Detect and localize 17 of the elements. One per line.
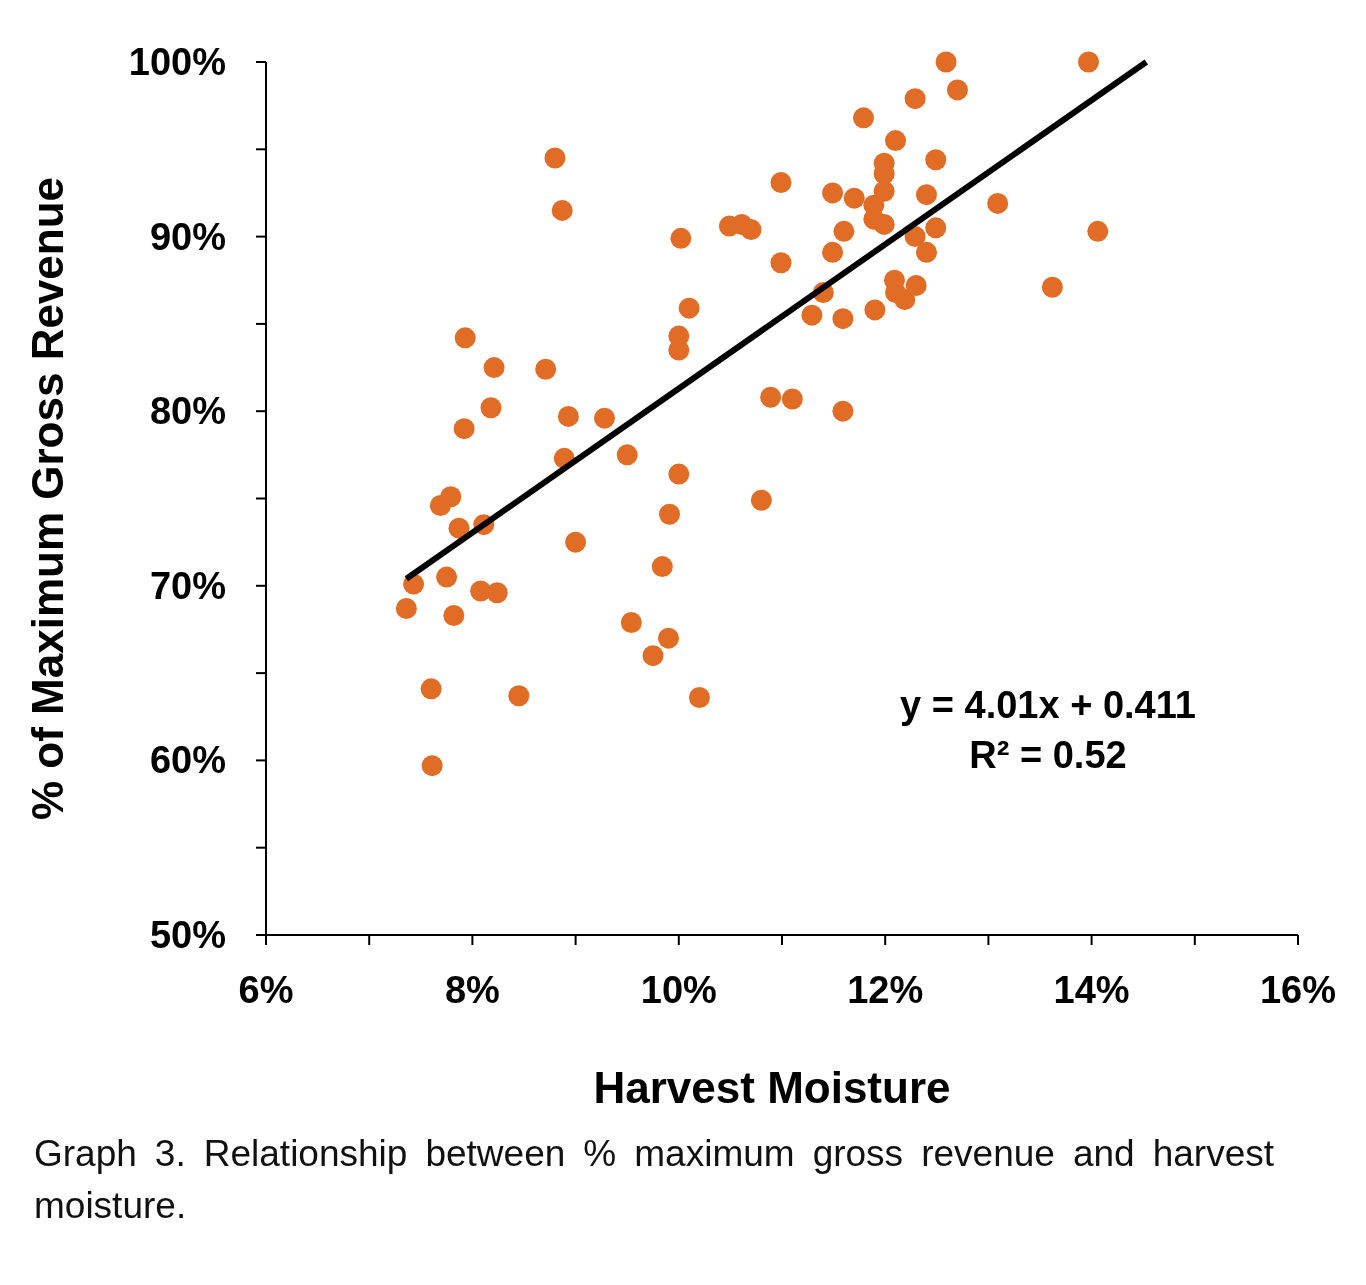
x-tick-label: 14% [1053, 969, 1130, 1011]
annotation: R² = 0.52 [969, 734, 1127, 776]
x-tick-label: 6% [238, 969, 294, 1011]
caption: Graph 3. Relationship between % maximum gross revenue and harvest moisture. [34, 1132, 1274, 1228]
x-tick-label: 10% [640, 969, 717, 1011]
y-tick-label: 90% [149, 215, 226, 258]
x-tick-label: 16% [1259, 969, 1337, 1011]
annotation: y = 4.01x + 0.411 [900, 684, 1196, 726]
x-axis-title: Harvest Moisture [593, 1063, 951, 1112]
x-tick-label: 12% [847, 969, 924, 1011]
y-tick-label: 100% [128, 41, 226, 83]
y-tick-label: 70% [149, 564, 226, 607]
x-tick-label: 8% [444, 969, 500, 1011]
y-tick-label: 50% [149, 914, 226, 956]
y-tick-label: 80% [149, 390, 226, 433]
y-axis-title: % of Maximum Gross Revenue [23, 176, 72, 821]
y-tick-label: 60% [149, 739, 226, 782]
